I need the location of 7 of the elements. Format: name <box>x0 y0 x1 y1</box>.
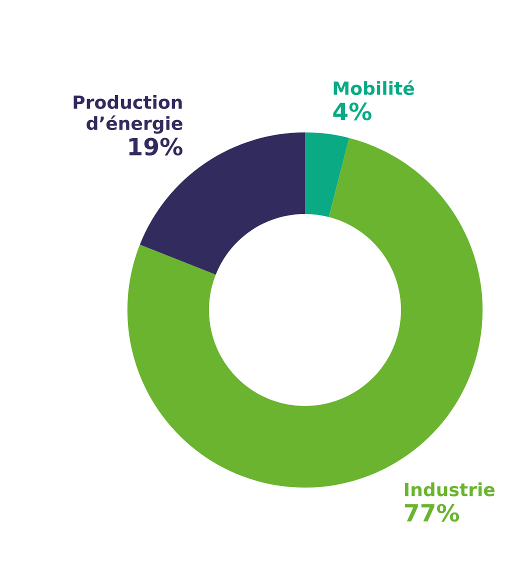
slice-label: Industrie <box>405 482 495 496</box>
data-label: 77% <box>404 504 460 522</box>
slice-label: Production d’énergie <box>74 95 182 134</box>
donut-slice <box>305 132 350 218</box>
data-label: 4% <box>333 102 372 120</box>
data-label: 19% <box>129 138 182 156</box>
slice-label: Mobilité <box>334 80 414 96</box>
